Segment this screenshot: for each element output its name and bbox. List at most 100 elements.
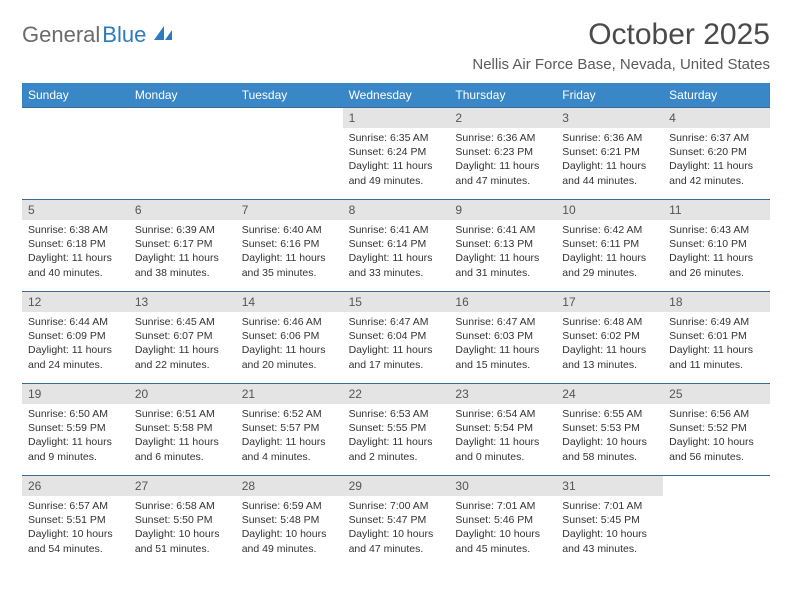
daylight-line: Daylight: 10 hours and 49 minutes. <box>242 527 337 555</box>
sunset-line: Sunset: 5:59 PM <box>28 421 123 435</box>
day-number: 13 <box>129 292 236 312</box>
location-text: Nellis Air Force Base, Nevada, United St… <box>472 56 770 73</box>
sunrise-line: Sunrise: 6:42 AM <box>562 223 657 237</box>
sunrise-line: Sunrise: 6:36 AM <box>562 131 657 145</box>
sunrise-line: Sunrise: 6:58 AM <box>135 499 230 513</box>
day-details: Sunrise: 7:01 AMSunset: 5:45 PMDaylight:… <box>556 496 663 562</box>
sunrise-line: Sunrise: 6:40 AM <box>242 223 337 237</box>
sunrise-line: Sunrise: 6:56 AM <box>669 407 764 421</box>
day-number: 2 <box>449 108 556 128</box>
daylight-line: Daylight: 11 hours and 42 minutes. <box>669 159 764 187</box>
title-block: October 2025 Nellis Air Force Base, Neva… <box>472 18 770 73</box>
sunset-line: Sunset: 5:58 PM <box>135 421 230 435</box>
day-details: Sunrise: 7:01 AMSunset: 5:46 PMDaylight:… <box>449 496 556 562</box>
sunrise-line: Sunrise: 6:41 AM <box>349 223 444 237</box>
day-header: Friday <box>556 83 663 107</box>
calendar-cell: 7Sunrise: 6:40 AMSunset: 6:16 PMDaylight… <box>236 199 343 291</box>
day-details: Sunrise: 6:44 AMSunset: 6:09 PMDaylight:… <box>22 312 129 378</box>
day-details: Sunrise: 6:41 AMSunset: 6:14 PMDaylight:… <box>343 220 450 286</box>
day-details: Sunrise: 6:38 AMSunset: 6:18 PMDaylight:… <box>22 220 129 286</box>
sunrise-line: Sunrise: 6:44 AM <box>28 315 123 329</box>
day-details: Sunrise: 6:45 AMSunset: 6:07 PMDaylight:… <box>129 312 236 378</box>
calendar-cell: 1Sunrise: 6:35 AMSunset: 6:24 PMDaylight… <box>343 107 450 199</box>
sunset-line: Sunset: 5:51 PM <box>28 513 123 527</box>
calendar-cell: 27Sunrise: 6:58 AMSunset: 5:50 PMDayligh… <box>129 475 236 567</box>
calendar-cell: 25Sunrise: 6:56 AMSunset: 5:52 PMDayligh… <box>663 383 770 475</box>
sunrise-line: Sunrise: 6:50 AM <box>28 407 123 421</box>
day-header: Tuesday <box>236 83 343 107</box>
sunset-line: Sunset: 6:03 PM <box>455 329 550 343</box>
day-details: Sunrise: 7:00 AMSunset: 5:47 PMDaylight:… <box>343 496 450 562</box>
logo-text-1: General <box>22 22 100 48</box>
sunset-line: Sunset: 6:06 PM <box>242 329 337 343</box>
day-number: 10 <box>556 200 663 220</box>
sunrise-line: Sunrise: 6:57 AM <box>28 499 123 513</box>
day-header: Sunday <box>22 83 129 107</box>
month-title: October 2025 <box>472 18 770 52</box>
day-details: Sunrise: 6:37 AMSunset: 6:20 PMDaylight:… <box>663 128 770 194</box>
daylight-line: Daylight: 11 hours and 29 minutes. <box>562 251 657 279</box>
sunset-line: Sunset: 5:53 PM <box>562 421 657 435</box>
calendar-body: 1Sunrise: 6:35 AMSunset: 6:24 PMDaylight… <box>22 107 770 567</box>
day-details: Sunrise: 6:56 AMSunset: 5:52 PMDaylight:… <box>663 404 770 470</box>
daylight-line: Daylight: 11 hours and 6 minutes. <box>135 435 230 463</box>
calendar-cell: 17Sunrise: 6:48 AMSunset: 6:02 PMDayligh… <box>556 291 663 383</box>
calendar-week: 19Sunrise: 6:50 AMSunset: 5:59 PMDayligh… <box>22 383 770 475</box>
calendar-cell-empty <box>22 107 129 199</box>
sunset-line: Sunset: 6:09 PM <box>28 329 123 343</box>
day-details: Sunrise: 6:35 AMSunset: 6:24 PMDaylight:… <box>343 128 450 194</box>
calendar-cell: 3Sunrise: 6:36 AMSunset: 6:21 PMDaylight… <box>556 107 663 199</box>
day-number: 23 <box>449 384 556 404</box>
day-details: Sunrise: 6:55 AMSunset: 5:53 PMDaylight:… <box>556 404 663 470</box>
day-number: 30 <box>449 476 556 496</box>
daylight-line: Daylight: 10 hours and 51 minutes. <box>135 527 230 555</box>
calendar-cell: 20Sunrise: 6:51 AMSunset: 5:58 PMDayligh… <box>129 383 236 475</box>
sunset-line: Sunset: 6:02 PM <box>562 329 657 343</box>
calendar-cell: 24Sunrise: 6:55 AMSunset: 5:53 PMDayligh… <box>556 383 663 475</box>
day-number: 8 <box>343 200 450 220</box>
day-details: Sunrise: 6:46 AMSunset: 6:06 PMDaylight:… <box>236 312 343 378</box>
sunset-line: Sunset: 5:54 PM <box>455 421 550 435</box>
day-number: 14 <box>236 292 343 312</box>
daylight-line: Daylight: 10 hours and 43 minutes. <box>562 527 657 555</box>
sunset-line: Sunset: 6:23 PM <box>455 145 550 159</box>
calendar-cell: 11Sunrise: 6:43 AMSunset: 6:10 PMDayligh… <box>663 199 770 291</box>
day-number: 27 <box>129 476 236 496</box>
calendar-week: 5Sunrise: 6:38 AMSunset: 6:18 PMDaylight… <box>22 199 770 291</box>
day-header: Saturday <box>663 83 770 107</box>
daylight-line: Daylight: 11 hours and 44 minutes. <box>562 159 657 187</box>
daylight-line: Daylight: 11 hours and 26 minutes. <box>669 251 764 279</box>
sunset-line: Sunset: 5:57 PM <box>242 421 337 435</box>
daylight-line: Daylight: 11 hours and 2 minutes. <box>349 435 444 463</box>
calendar-cell: 28Sunrise: 6:59 AMSunset: 5:48 PMDayligh… <box>236 475 343 567</box>
day-details: Sunrise: 6:40 AMSunset: 6:16 PMDaylight:… <box>236 220 343 286</box>
daylight-line: Daylight: 11 hours and 22 minutes. <box>135 343 230 371</box>
day-number: 31 <box>556 476 663 496</box>
calendar-cell: 12Sunrise: 6:44 AMSunset: 6:09 PMDayligh… <box>22 291 129 383</box>
day-number: 16 <box>449 292 556 312</box>
day-number: 4 <box>663 108 770 128</box>
sunrise-line: Sunrise: 6:46 AM <box>242 315 337 329</box>
day-details: Sunrise: 6:58 AMSunset: 5:50 PMDaylight:… <box>129 496 236 562</box>
sunset-line: Sunset: 5:50 PM <box>135 513 230 527</box>
sunset-line: Sunset: 6:14 PM <box>349 237 444 251</box>
daylight-line: Daylight: 11 hours and 47 minutes. <box>455 159 550 187</box>
day-number: 3 <box>556 108 663 128</box>
calendar-week: 12Sunrise: 6:44 AMSunset: 6:09 PMDayligh… <box>22 291 770 383</box>
calendar-cell: 5Sunrise: 6:38 AMSunset: 6:18 PMDaylight… <box>22 199 129 291</box>
sunrise-line: Sunrise: 6:53 AM <box>349 407 444 421</box>
sunset-line: Sunset: 6:16 PM <box>242 237 337 251</box>
daylight-line: Daylight: 11 hours and 0 minutes. <box>455 435 550 463</box>
calendar-cell: 2Sunrise: 6:36 AMSunset: 6:23 PMDaylight… <box>449 107 556 199</box>
day-details: Sunrise: 6:51 AMSunset: 5:58 PMDaylight:… <box>129 404 236 470</box>
day-number: 26 <box>22 476 129 496</box>
day-number: 28 <box>236 476 343 496</box>
sunset-line: Sunset: 6:07 PM <box>135 329 230 343</box>
day-details: Sunrise: 6:39 AMSunset: 6:17 PMDaylight:… <box>129 220 236 286</box>
day-details: Sunrise: 6:53 AMSunset: 5:55 PMDaylight:… <box>343 404 450 470</box>
day-number: 21 <box>236 384 343 404</box>
day-number: 15 <box>343 292 450 312</box>
calendar-cell-empty <box>663 475 770 567</box>
day-number: 1 <box>343 108 450 128</box>
day-number: 7 <box>236 200 343 220</box>
